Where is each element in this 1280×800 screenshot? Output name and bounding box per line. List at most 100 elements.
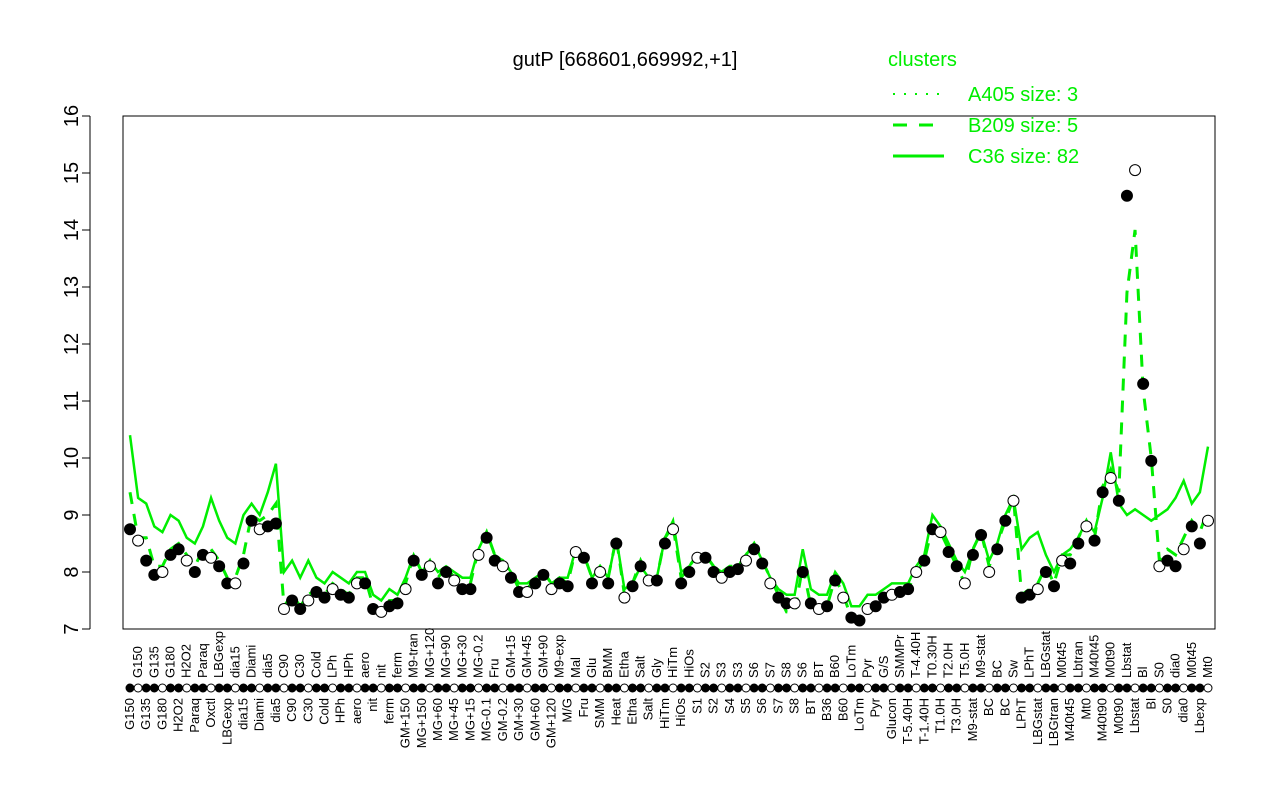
x-tick-label: Pyr [868, 697, 883, 717]
x-rug-mark [190, 683, 200, 693]
x-rug-mark [1114, 683, 1124, 693]
x-rug-mark [1122, 683, 1132, 693]
x-rug-mark [555, 683, 565, 693]
x-tick-label: S3 [730, 662, 745, 678]
x-rug-mark [773, 683, 783, 693]
x-rug-mark [992, 683, 1002, 693]
data-point [1031, 583, 1044, 596]
x-rug-mark [409, 683, 419, 693]
legend-entry-a405: A405 size: 3 [968, 84, 1078, 106]
x-tick-label: S7 [770, 698, 785, 714]
data-point [658, 537, 671, 550]
x-rug-mark [149, 683, 159, 693]
x-rug-mark [417, 683, 427, 693]
x-tick-label: GM+60 [527, 698, 542, 741]
data-point [229, 577, 242, 590]
x-rug-mark [1041, 683, 1051, 693]
x-tick-label: aero [349, 698, 364, 724]
data-point [934, 526, 947, 539]
x-rug-mark [717, 683, 727, 693]
y-tick-label: 10 [61, 447, 83, 469]
x-rug-mark [757, 683, 767, 693]
data-point [602, 577, 615, 590]
x-rug-mark [1162, 683, 1172, 693]
x-rug-mark [1187, 683, 1197, 693]
x-rug-mark [1017, 683, 1027, 693]
x-tick-label: M0t45 [1054, 642, 1069, 678]
x-tick-label: Lbstat [1119, 642, 1134, 678]
x-rug-mark [822, 683, 832, 693]
x-tick-label: G180 [154, 698, 169, 730]
x-tick-label: HPh [341, 653, 356, 678]
x-rug-mark [392, 683, 402, 693]
x-tick-label: Fru [487, 659, 502, 679]
data-point [294, 603, 307, 616]
legend-entry-c36: C36 size: 82 [968, 146, 1079, 168]
x-tick-label: LBGstat [1038, 631, 1053, 678]
x-tick-label: BC [989, 660, 1004, 678]
y-axis: 7 8 9 10 11 12 13 14 15 16 [61, 105, 91, 635]
y-tick-label: 7 [61, 623, 83, 634]
data-point [188, 566, 201, 578]
x-rug-mark [960, 683, 970, 693]
x-tick-label: T0.30H [924, 635, 939, 678]
x-tick-label: M9-exp [552, 635, 567, 678]
x-tick-label: S6 [746, 662, 761, 678]
x-rug-mark [579, 683, 589, 693]
data-point [399, 583, 412, 596]
x-rug-mark [295, 683, 305, 693]
x-tick-label: M40t45 [1062, 698, 1077, 741]
x-tick-label: T-4.40H [908, 632, 923, 678]
x-rug-mark [976, 683, 986, 693]
data-point [869, 600, 882, 613]
x-rug-mark [238, 683, 248, 693]
data-point [675, 577, 688, 590]
x-tick-label: Paraq [187, 698, 202, 733]
x-tick-label: H2O2 [179, 644, 194, 678]
x-rug-mark [700, 683, 710, 693]
data-point [359, 577, 372, 590]
x-rug-mark [1025, 683, 1035, 693]
data-point [180, 554, 193, 567]
x-tick-label: Bl [1143, 698, 1158, 710]
x-tick-label: T1.0H [933, 698, 948, 733]
x-tick-label: ferm [389, 652, 404, 678]
data-point [1145, 454, 1158, 467]
x-rug-mark [644, 683, 654, 693]
x-tick-label: LoTm [851, 698, 866, 731]
x-tick-label: S5 [738, 698, 753, 714]
x-tick-label: BT [811, 661, 826, 678]
x-tick-label: SMM [592, 698, 607, 728]
y-tick-label: 9 [61, 509, 83, 520]
x-tick-label: GM+45 [519, 635, 534, 678]
x-tick-label: M/G [560, 698, 575, 723]
x-rug-mark [482, 683, 492, 693]
y-tick-label: 13 [61, 276, 83, 298]
data-point [577, 551, 590, 564]
x-tick-label: GM-0.2 [495, 698, 510, 741]
data-point [415, 568, 428, 581]
y-tick-label: 12 [61, 333, 83, 355]
x-tick-label: GM+150 [398, 698, 413, 748]
data-point [667, 523, 680, 536]
data-point [496, 560, 509, 573]
data-point [837, 591, 850, 604]
x-rug-mark [814, 683, 824, 693]
x-tick-label: Fru [576, 698, 591, 718]
x-rug-mark [1033, 683, 1043, 693]
data-point [569, 546, 582, 559]
data-point [480, 531, 493, 544]
x-rug-mark [141, 683, 151, 693]
x-rug-mark [222, 683, 232, 693]
data-point [391, 597, 404, 610]
data-point [464, 583, 477, 596]
x-tick-label: S2 [706, 698, 721, 714]
data-point [610, 537, 623, 550]
x-tick-label: G180 [163, 646, 178, 678]
data-point [1072, 537, 1085, 550]
data-point [821, 600, 834, 613]
data-point [1153, 560, 1166, 573]
x-rug-mark [936, 683, 946, 693]
x-tick-label: M0t90 [1103, 642, 1118, 678]
x-tick-label: Lbstat [1127, 698, 1142, 734]
